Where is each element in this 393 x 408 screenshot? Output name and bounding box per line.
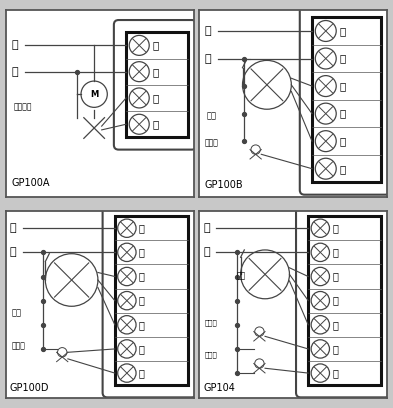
Text: 电动风阀: 电动风阀: [13, 103, 32, 112]
Bar: [115, 216, 188, 385]
Text: 零: 零: [203, 247, 210, 257]
Text: GP100A: GP100A: [11, 178, 50, 188]
Text: 零: 零: [139, 247, 145, 257]
Text: 零: 零: [332, 247, 338, 257]
Text: 火: 火: [205, 26, 211, 36]
Text: 开: 开: [139, 344, 145, 354]
Text: 火: 火: [11, 40, 18, 50]
Text: 低: 低: [340, 136, 346, 146]
Text: 冷: 冷: [332, 344, 338, 354]
Text: 二线阀: 二线阀: [205, 139, 219, 148]
Text: 风机: 风机: [207, 111, 217, 120]
Text: 零: 零: [205, 53, 211, 64]
Text: 关: 关: [152, 119, 159, 129]
Text: 关: 关: [139, 368, 145, 378]
Text: GP104: GP104: [203, 383, 235, 392]
Text: 火: 火: [139, 223, 145, 233]
Text: 阀: 阀: [340, 164, 346, 174]
Text: M: M: [90, 90, 98, 99]
Text: GP100D: GP100D: [10, 383, 49, 392]
Text: 风机: 风机: [237, 272, 246, 281]
Text: 热水阀: 热水阀: [205, 352, 218, 358]
Text: GP100B: GP100B: [205, 180, 244, 190]
Text: 中: 中: [332, 296, 338, 306]
Text: 三线阀: 三线阀: [11, 341, 26, 350]
Text: 风机: 风机: [11, 308, 22, 317]
Text: 零: 零: [10, 247, 16, 257]
Text: 低: 低: [139, 320, 145, 330]
Text: 火: 火: [203, 223, 210, 233]
Text: 零: 零: [11, 67, 18, 77]
Text: 热: 热: [332, 368, 338, 378]
Text: 高: 高: [139, 271, 145, 282]
Text: 中: 中: [340, 109, 346, 119]
Text: 中: 中: [139, 296, 145, 306]
Text: 开: 开: [152, 93, 159, 103]
Text: 零: 零: [152, 67, 159, 77]
Text: 火: 火: [332, 223, 338, 233]
Text: 火: 火: [340, 26, 346, 36]
Text: 高: 高: [340, 81, 346, 91]
Text: 火: 火: [152, 40, 159, 50]
Text: 火: 火: [10, 223, 16, 233]
Bar: [126, 32, 188, 137]
Bar: [308, 216, 382, 385]
Text: 低: 低: [332, 320, 338, 330]
Text: 高: 高: [332, 271, 338, 282]
Text: 零: 零: [340, 53, 346, 64]
Text: 冷水阀: 冷水阀: [205, 320, 218, 326]
Bar: [312, 17, 382, 182]
